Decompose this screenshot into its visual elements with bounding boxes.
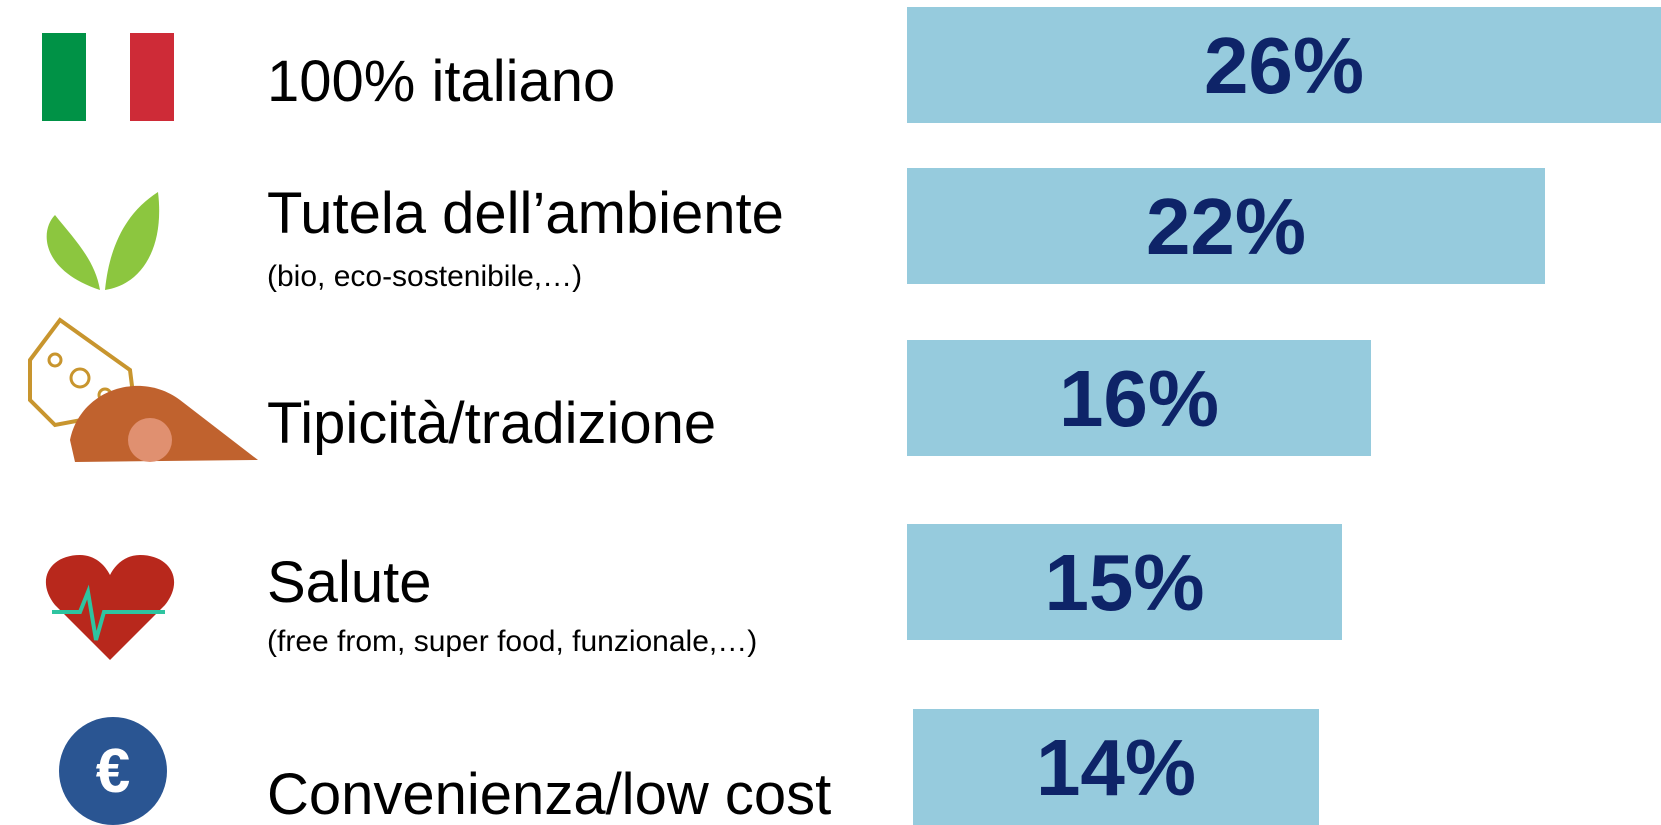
value-label: 15%: [1044, 538, 1204, 627]
bar: [907, 168, 1545, 284]
bar: [907, 7, 1661, 123]
category-label: 100% italiano: [267, 49, 615, 114]
value-label: 16%: [1059, 354, 1219, 443]
heart-icon: [45, 555, 175, 660]
category-sublabel: (free from, super food, funzionale,…): [267, 625, 757, 658]
category-sublabel: (bio, eco-sostenibile,…): [267, 260, 582, 293]
food-icon: [28, 317, 258, 462]
category-label: Tutela dell’ambiente: [267, 181, 784, 246]
bar: [907, 524, 1342, 640]
euro-icon: €: [59, 717, 167, 825]
category-label: Salute: [267, 550, 431, 615]
bar: [913, 709, 1319, 825]
category-label: Tipicità/tradizione: [267, 391, 716, 456]
value-label: 22%: [1146, 182, 1306, 271]
value-label: 26%: [1204, 21, 1364, 110]
svg-text:€: €: [96, 737, 130, 806]
value-label: 14%: [1036, 723, 1196, 812]
category-label: Convenienza/low cost: [267, 762, 831, 825]
flag-icon: [42, 33, 174, 121]
leaf-icon: [46, 192, 160, 290]
bar: [907, 340, 1371, 456]
